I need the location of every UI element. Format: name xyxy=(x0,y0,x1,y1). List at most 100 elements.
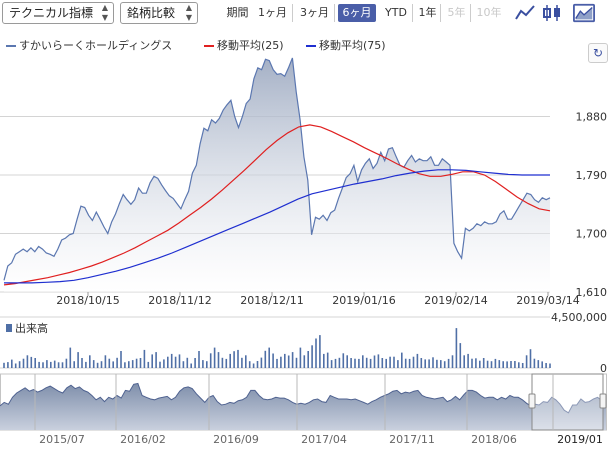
volume-bar xyxy=(26,355,29,368)
volume-bar xyxy=(229,353,231,368)
volume-bar xyxy=(131,360,134,368)
volume-bar xyxy=(280,356,282,368)
volume-bar xyxy=(323,353,325,368)
volume-bar xyxy=(22,358,25,368)
volume-bar xyxy=(182,361,185,368)
volume-bar xyxy=(112,361,114,368)
technical-indicator-select[interactable]: テクニカル指標 ▲ ▼ xyxy=(2,2,114,24)
volume-bar xyxy=(18,361,21,368)
volume-bar xyxy=(537,360,540,368)
volume-bar xyxy=(151,354,153,368)
volume-bar xyxy=(428,359,430,368)
volume-bar xyxy=(206,361,208,368)
volume-bar xyxy=(389,356,391,368)
volume-bar xyxy=(307,351,309,368)
legend-ma75: 移動平均(75) xyxy=(306,37,386,53)
legend-price-label: すかいらーくホールディングス xyxy=(19,39,173,52)
volume-bar xyxy=(155,352,157,368)
volume-bar xyxy=(467,353,469,368)
price-line xyxy=(3,57,551,281)
legend-swatch xyxy=(306,45,316,47)
legend-swatch xyxy=(204,45,214,47)
technical-indicator-label: テクニカル指標 xyxy=(9,6,94,20)
overview-x-tick-label: 2017/11 xyxy=(389,433,435,446)
volume-bar xyxy=(233,351,235,368)
overview-selection xyxy=(531,373,604,431)
volume-bar xyxy=(424,359,426,368)
volume-bar xyxy=(213,347,216,368)
volume-bar xyxy=(311,345,313,368)
volume-bar xyxy=(143,349,146,368)
period-1m[interactable]: 1ヶ月 xyxy=(253,4,293,22)
price-chart: 1,610 1,700 1,790 1,880 2018/10/15 2018/11/12… xyxy=(0,57,607,307)
x-tick-label: 2018/12/11 xyxy=(240,294,303,307)
period-label: 期間 xyxy=(226,6,249,19)
period-5y: 5年 xyxy=(443,4,471,22)
volume-bar xyxy=(57,362,60,368)
period-3m[interactable]: 3ヶ月 xyxy=(295,4,335,22)
legend-swatch xyxy=(6,324,12,332)
volume-bar xyxy=(81,358,83,368)
volume-bar xyxy=(373,355,376,368)
volume-bar xyxy=(385,358,387,368)
candlestick-icon[interactable] xyxy=(541,3,563,23)
volume-bar xyxy=(124,362,126,368)
volume-bar xyxy=(198,351,200,368)
volume-bar xyxy=(77,352,79,368)
volume-bar xyxy=(190,363,192,368)
volume-bar xyxy=(221,357,224,368)
volume-bar xyxy=(96,362,99,368)
volume-bar xyxy=(85,361,87,368)
volume-bar xyxy=(245,355,247,368)
volume-bar xyxy=(65,358,68,368)
volume-bar xyxy=(498,360,501,368)
volume-bar xyxy=(381,358,384,368)
overview-chart: 2015/07 2016/02 2016/09 2017/04 2017/11 2018/… xyxy=(0,373,607,446)
period-6m[interactable]: 6ヶ月 xyxy=(338,4,376,22)
volume-bar xyxy=(53,360,56,368)
volume-bar xyxy=(303,355,306,368)
volume-bar xyxy=(73,361,75,368)
volume-bar xyxy=(451,355,454,368)
volume-bar xyxy=(494,358,497,368)
volume-bar xyxy=(518,362,520,368)
volume-bar xyxy=(116,357,118,368)
legend-ma25-label: 移動平均(25) xyxy=(217,39,284,52)
volume-bar xyxy=(42,362,44,368)
volume-bar xyxy=(100,361,103,368)
volume-bar xyxy=(92,360,95,368)
overview-line xyxy=(0,382,607,414)
volume-bar xyxy=(256,361,259,368)
compare-select[interactable]: 銘柄比較 ▲ ▼ xyxy=(120,2,198,24)
volume-bar xyxy=(443,361,446,368)
volume-bar xyxy=(319,335,321,368)
volume-bar xyxy=(69,347,72,368)
period-ytd[interactable]: YTD xyxy=(380,4,413,22)
volume-bar xyxy=(30,356,33,368)
volume-bar xyxy=(61,362,64,368)
volume-chart: 0 4,500,000 xyxy=(0,311,607,375)
refresh-icon[interactable]: ↻ xyxy=(588,43,608,63)
volume-bar xyxy=(276,358,278,368)
line-chart-icon[interactable] xyxy=(514,3,536,23)
volume-legend: 出来高 xyxy=(6,320,48,336)
volume-bar xyxy=(482,358,485,368)
period-1y[interactable]: 1年 xyxy=(415,4,441,22)
volume-bar xyxy=(139,358,142,368)
volume-bar xyxy=(268,347,270,368)
volume-bar xyxy=(194,358,196,368)
volume-bar xyxy=(420,358,423,368)
volume-bar xyxy=(486,360,489,368)
overview-x-tick-label: 2017/04 xyxy=(301,433,347,446)
volume-bar xyxy=(167,356,169,368)
select-arrows-icon: ▲ ▼ xyxy=(101,3,108,22)
overview-x-tick-label: 2018/06 xyxy=(471,433,517,446)
volume-bar xyxy=(163,359,165,368)
volume-bar xyxy=(225,358,228,368)
legend-ma25: 移動平均(25) xyxy=(204,37,284,53)
area-chart-icon[interactable] xyxy=(573,3,595,23)
overview-x-tick-label: 2016/09 xyxy=(213,433,259,446)
volume-bar xyxy=(291,352,294,368)
volume-bar xyxy=(346,355,348,368)
volume-bar xyxy=(358,358,360,368)
